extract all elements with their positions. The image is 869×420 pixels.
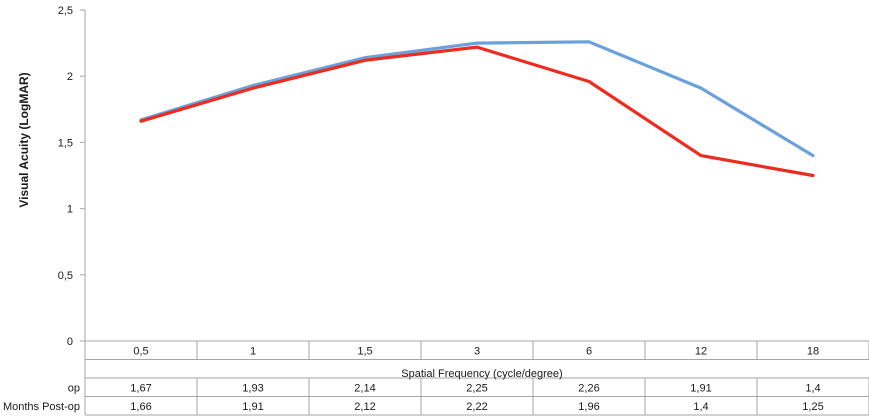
x-tick-label: 6 [586,346,592,358]
plot-area [139,40,815,178]
x-axis-title: Spatial Frequency (cycle/degree) [401,368,562,380]
y-axis-title: Visual Acuity (LogMAR) [17,72,31,207]
table-value: 1,4 [805,383,820,395]
series-line [139,40,815,158]
table-value: 1,67 [130,383,151,395]
table-value: 2,26 [578,383,599,395]
table-value: 2,12 [354,401,375,413]
x-tick-label: 3 [474,346,480,358]
y-tick-label: 1,5 [58,137,73,149]
x-tick-label: 1 [250,346,256,358]
y-tick-label: 2 [67,71,73,83]
table-value: 1,25 [802,401,823,413]
y-axis: 0 0,5 1 1,5 2 2,5 [58,5,86,348]
table-value: 2,14 [354,383,375,395]
y-tick-label: 2,5 [58,5,73,17]
series-name-label: op [68,383,80,395]
x-tick-label: 0,5 [133,346,148,358]
table-value: 1,93 [242,383,263,395]
x-tick-label: 1,5 [357,346,372,358]
table-value: 1,91 [690,383,711,395]
table-value: 1,96 [578,401,599,413]
y-tick-label: 0 [67,336,73,348]
data-table: 0,5 1 1,5 3 6 12 18 op 1,67 1,93 2,14 2,25 2,26 1,91 1… [3,340,869,416]
series-name-label: Months Post-op [3,401,80,413]
table-value: 1,66 [130,401,151,413]
x-tick-label: 18 [807,346,819,358]
table-value: 2,22 [466,401,487,413]
table-value: 1,4 [693,401,708,413]
y-tick-label: 0,5 [58,270,73,282]
table-value: 2,25 [466,383,487,395]
series-line [139,45,815,178]
table-value: 1,91 [242,401,263,413]
y-tick-label: 1 [67,204,73,216]
x-tick-label: 12 [695,346,707,358]
